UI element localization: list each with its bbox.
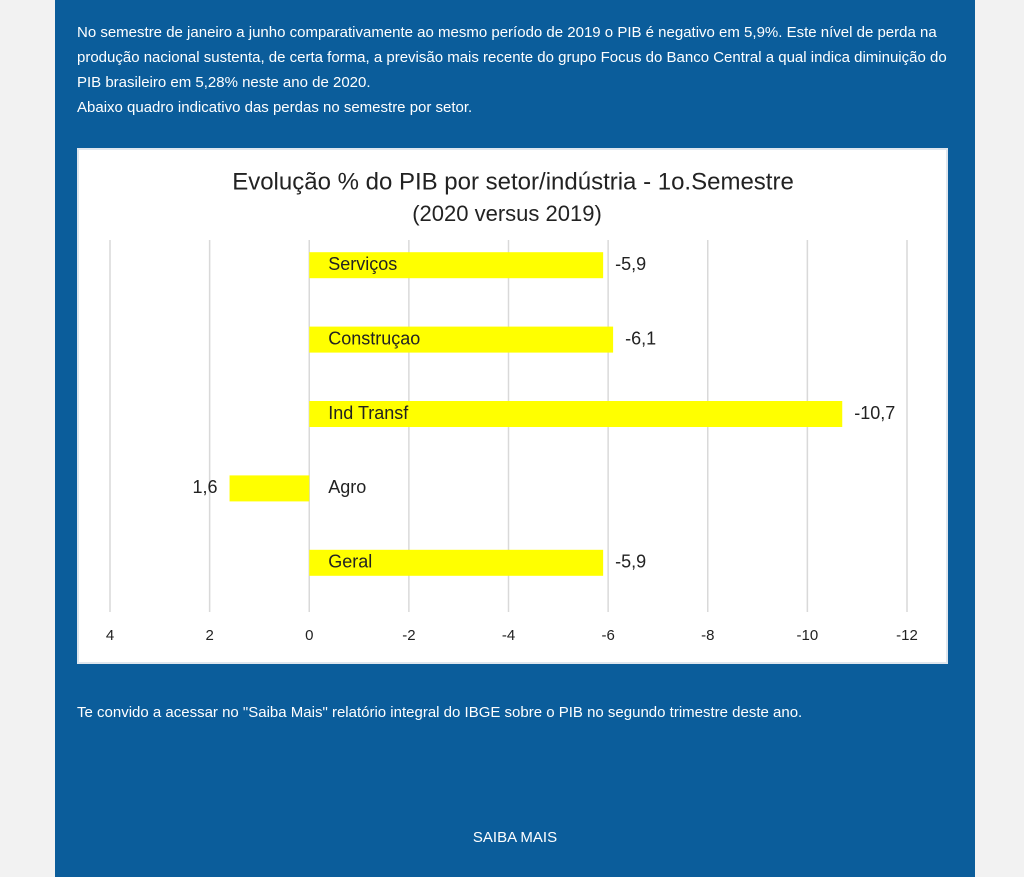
saiba-mais-link[interactable]: SAIBA MAIS (472, 829, 558, 846)
x-tick-label: -4 (502, 627, 515, 644)
category-label: Construçao (328, 328, 420, 348)
paragraph: No semestre de janeiro a junho comparati… (77, 24, 947, 91)
x-tick-label: 0 (305, 627, 313, 644)
chart-box: Evolução % do PIB por setor/indústria - … (77, 148, 948, 664)
bar (309, 252, 604, 279)
x-tick-label: -12 (896, 627, 918, 644)
x-tick-label: 4 (106, 627, 114, 644)
value-label: -6,1 (625, 328, 656, 348)
value-label: -5,9 (615, 254, 646, 274)
value-label: -5,9 (615, 552, 646, 572)
x-tick-label: -10 (797, 627, 819, 644)
newsletter-panel: No semestre de janeiro a junho comparati… (55, 0, 975, 877)
category-label: Geral (328, 552, 372, 572)
chart-title: Evolução % do PIB por setor/indústria - … (232, 168, 794, 195)
footer-text: Te convido a acessar no "Saiba Mais" rel… (77, 704, 803, 721)
value-label: 1,6 (193, 477, 218, 497)
category-label: Serviços (328, 254, 397, 274)
category-label: Agro (328, 477, 366, 497)
chart-subtitle: (2020 versus 2019) (412, 201, 602, 226)
bar (309, 326, 614, 353)
x-tick-label: 2 (205, 627, 213, 644)
bar (229, 475, 310, 502)
bar (309, 549, 604, 576)
category-label: Ind Transf (328, 403, 409, 423)
paragraph: Abaixo quadro indicativo das perdas no s… (77, 99, 473, 116)
x-tick-label: -8 (701, 627, 714, 644)
value-label: -10,7 (854, 403, 895, 423)
bar (309, 401, 843, 427)
x-tick-label: -6 (601, 627, 614, 644)
x-tick-label: -2 (402, 627, 415, 644)
chart: Evolução % do PIB por setor/indústria - … (106, 168, 918, 644)
